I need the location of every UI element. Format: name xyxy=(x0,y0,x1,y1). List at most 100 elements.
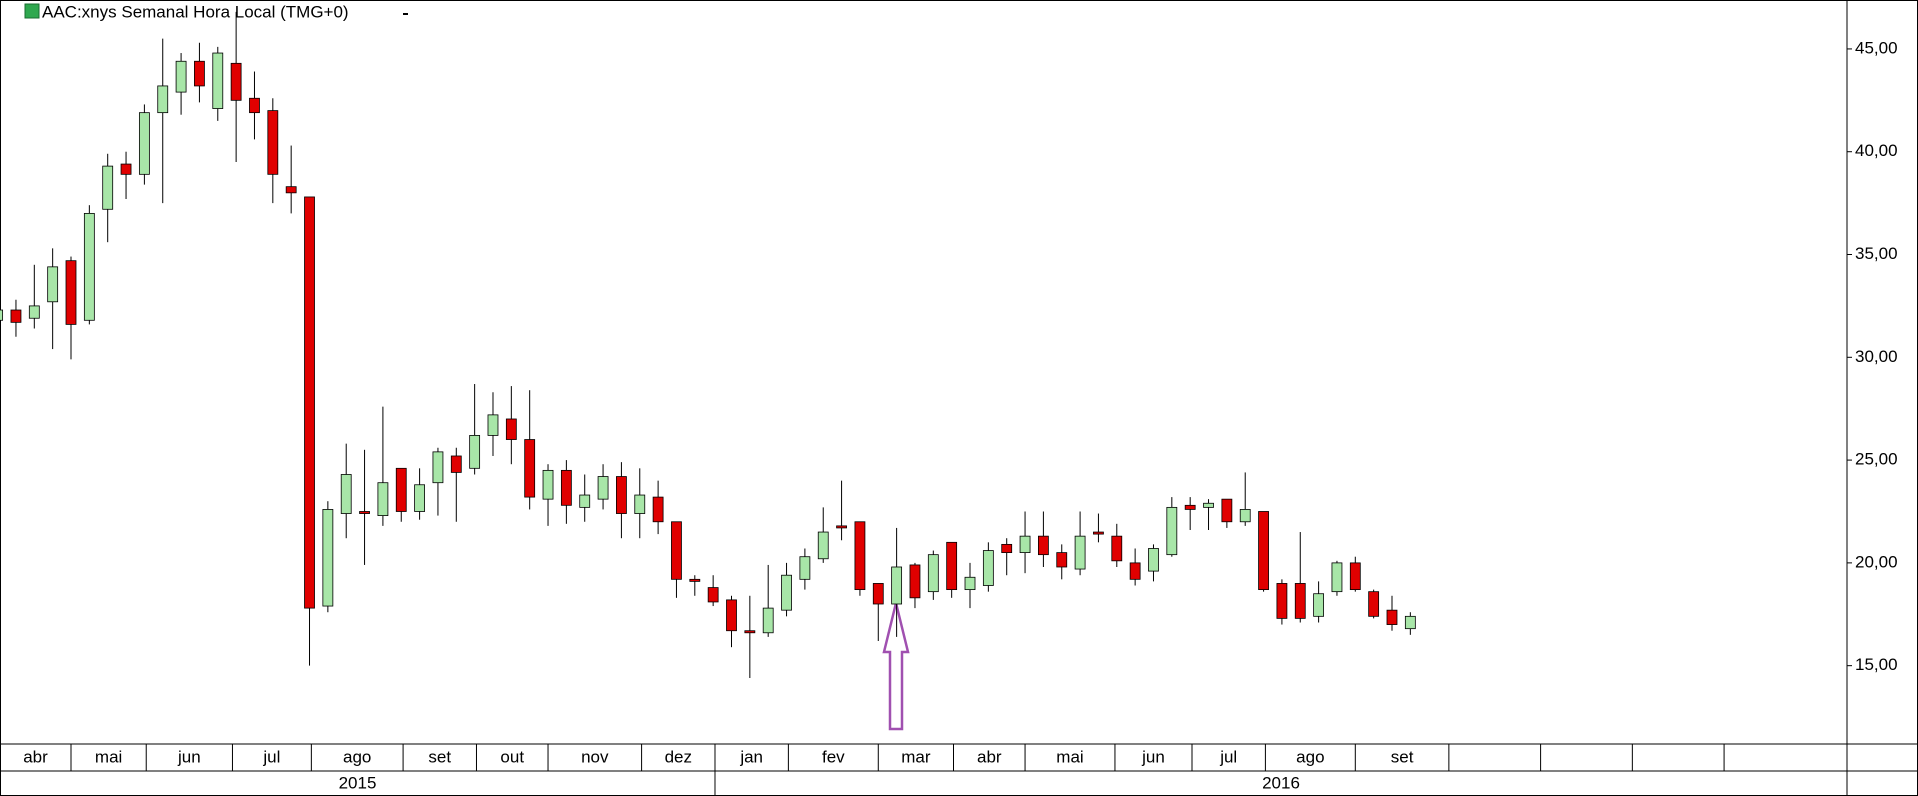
candle-body xyxy=(1093,531,1104,535)
candle-body xyxy=(597,476,609,500)
candle-body xyxy=(469,435,481,469)
candle-body xyxy=(230,62,242,101)
month-label: mai xyxy=(95,747,122,766)
candle-body xyxy=(1368,591,1380,617)
candle-body xyxy=(671,521,682,580)
candle-body xyxy=(138,112,150,175)
candle-body xyxy=(47,266,59,303)
candle-body xyxy=(634,494,646,514)
candle-body xyxy=(120,163,132,175)
candle-body xyxy=(1203,502,1214,508)
month-label: jul xyxy=(262,747,280,766)
candle-body xyxy=(689,578,701,582)
month-label: dez xyxy=(665,747,692,766)
candle-body xyxy=(1221,498,1233,523)
month-label: mai xyxy=(1056,747,1083,766)
candle-body xyxy=(1313,593,1325,617)
candle-body xyxy=(450,455,462,473)
candle-body xyxy=(909,564,921,599)
month-label: mar xyxy=(901,747,931,766)
candle-body xyxy=(28,305,40,319)
candle-body xyxy=(0,309,4,321)
candle-body xyxy=(964,576,976,591)
candle-body xyxy=(487,414,499,436)
month-label: jun xyxy=(177,747,201,766)
candle-body xyxy=(304,196,315,609)
month-label: set xyxy=(428,747,451,766)
candle-body xyxy=(1404,615,1416,630)
candle-body xyxy=(1001,543,1013,554)
annotation-arrow xyxy=(882,602,910,731)
chart-title: AAC:xnys Semanal Hora Local (TMG+0) xyxy=(42,2,349,21)
candle-body xyxy=(359,511,370,514)
month-label: set xyxy=(1391,747,1414,766)
candle-body xyxy=(891,566,903,605)
candle-body xyxy=(579,494,591,508)
candle-body xyxy=(1184,504,1196,510)
candle-body xyxy=(1258,511,1269,591)
candle-body xyxy=(175,60,187,93)
candle-body xyxy=(927,554,939,593)
candle-body xyxy=(1276,583,1288,619)
candle-body xyxy=(83,212,95,321)
candle-body xyxy=(340,474,352,514)
month-label: nov xyxy=(581,747,609,766)
candle-body xyxy=(267,110,279,175)
candle-body xyxy=(1056,552,1068,568)
candle-body xyxy=(1294,583,1306,619)
candle-body xyxy=(982,550,994,586)
candle-body xyxy=(854,521,866,591)
candle-body xyxy=(781,574,792,611)
candle-body xyxy=(652,496,664,523)
month-label: ago xyxy=(1296,747,1324,766)
candle-body xyxy=(946,541,958,591)
month-label: abr xyxy=(977,747,1002,766)
candle-body xyxy=(560,469,572,506)
y-tick-label: 45,00 xyxy=(1855,38,1898,57)
candle-body xyxy=(1148,548,1159,572)
y-tick-label: 35,00 xyxy=(1855,244,1898,263)
candle-body xyxy=(1386,609,1398,625)
candle-body xyxy=(726,599,737,632)
candle-body xyxy=(1037,535,1049,556)
month-label: jun xyxy=(1141,747,1165,766)
candle-body xyxy=(836,525,847,529)
candle-body xyxy=(1074,535,1086,570)
month-label: jan xyxy=(739,747,763,766)
candle-body xyxy=(1019,535,1031,554)
candle-body xyxy=(212,52,224,109)
candle-body xyxy=(432,451,444,484)
candle-body xyxy=(872,583,884,605)
candle-body xyxy=(707,587,719,603)
month-label: ago xyxy=(343,747,371,766)
candle-body xyxy=(102,165,114,210)
candle-body xyxy=(157,85,169,114)
month-label: jul xyxy=(1219,747,1237,766)
month-label: fev xyxy=(822,747,845,766)
candle-body xyxy=(414,484,425,512)
y-tick-label: 40,00 xyxy=(1855,141,1898,160)
y-tick-label: 15,00 xyxy=(1855,655,1898,674)
candle-body xyxy=(194,60,205,87)
year-label: 2015 xyxy=(339,773,377,792)
y-tick-label: 25,00 xyxy=(1855,450,1898,469)
candle-body xyxy=(744,630,756,634)
candle-body xyxy=(524,439,536,498)
candle-body xyxy=(762,607,774,634)
symbol-icon xyxy=(24,3,40,19)
candle-body xyxy=(542,469,554,500)
candle-body xyxy=(817,531,829,560)
month-label: out xyxy=(500,747,524,766)
candle-body xyxy=(799,556,811,580)
candle-body xyxy=(1331,562,1343,593)
year-label: 2016 xyxy=(1262,773,1300,792)
candle-body xyxy=(377,482,389,516)
candle-body xyxy=(65,260,77,325)
candle-body xyxy=(1111,535,1123,562)
y-tick-label: 20,00 xyxy=(1855,552,1898,571)
candle-body xyxy=(285,186,297,194)
candle-body xyxy=(10,309,22,323)
